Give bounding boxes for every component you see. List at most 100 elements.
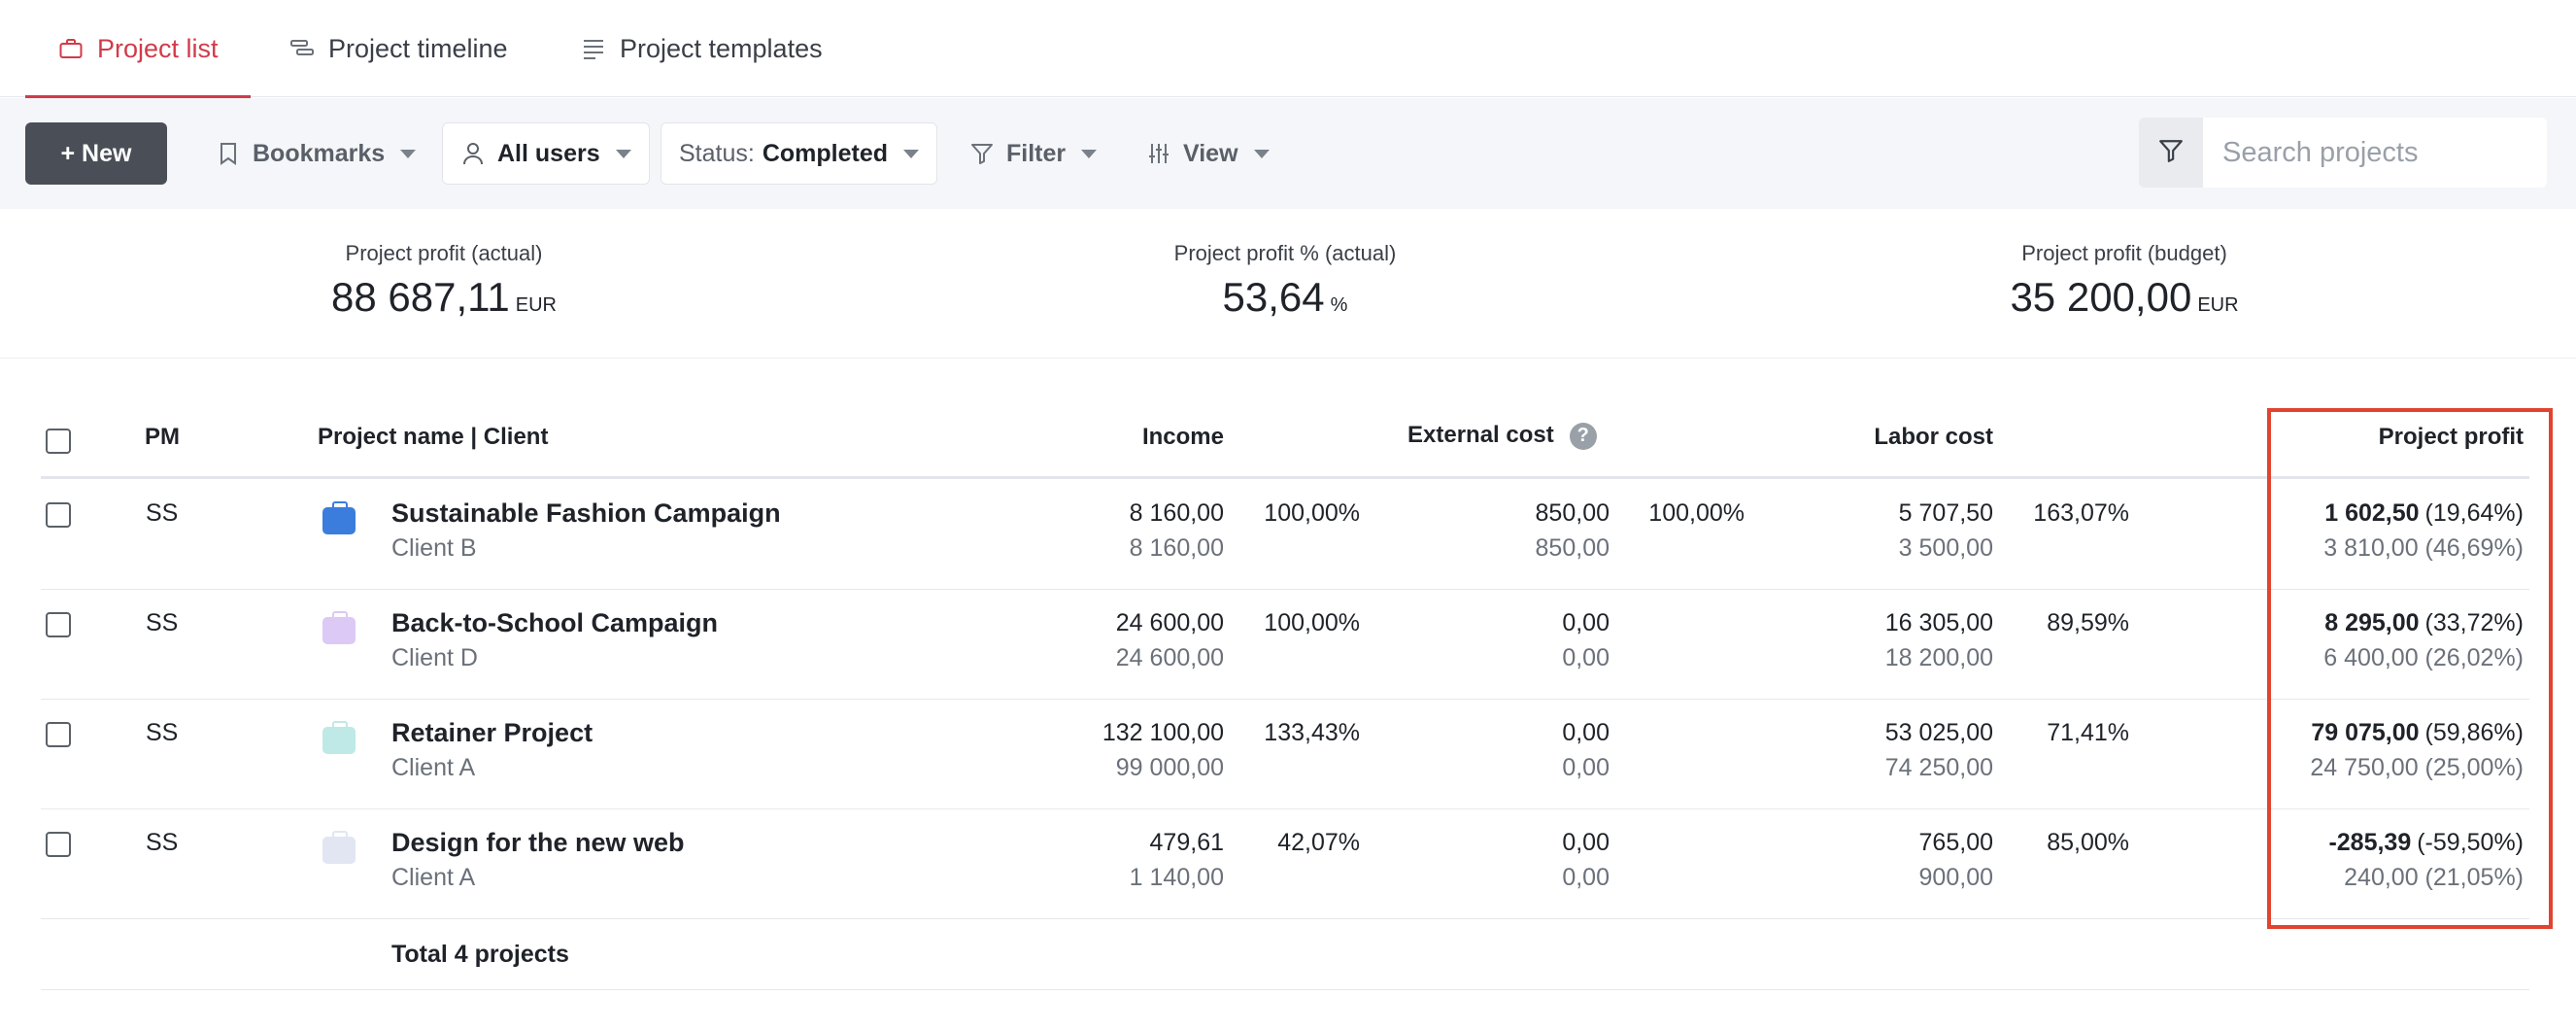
row-checkbox[interactable]: [46, 722, 71, 747]
profit-actual: 1 602,50 (19,64%): [2184, 499, 2524, 528]
search-input[interactable]: [2203, 118, 2547, 188]
bookmarks-label: Bookmarks: [253, 139, 386, 167]
status-value: Completed: [762, 139, 889, 167]
row-checkbox[interactable]: [46, 612, 71, 637]
project-color-icon: [322, 831, 356, 864]
external-cost-budget: 850,00: [1535, 534, 1610, 562]
row-divider: [41, 589, 2529, 590]
project-name-link[interactable]: Design for the new web: [391, 828, 685, 857]
view-dropdown[interactable]: View: [1146, 122, 1270, 185]
tab-label: Project timeline: [328, 33, 508, 63]
column-header-external-cost[interactable]: External cost?: [1407, 422, 1597, 450]
labor-cost-budget: 3 500,00: [1898, 534, 1993, 562]
client-name: Client A: [391, 754, 476, 781]
profit-value: -285,39: [2328, 829, 2412, 856]
income-percent: 42,07%: [1277, 829, 1360, 856]
view-label: View: [1183, 139, 1238, 167]
kpi-value-wrap: 88 687,11 EUR: [201, 274, 687, 321]
chevron-down-icon: [1253, 149, 1270, 158]
chevron-down-icon: [400, 149, 417, 158]
kpi-value-wrap: 53,64%: [1042, 274, 1528, 321]
project-name-link[interactable]: Retainer Project: [391, 718, 593, 747]
user-icon: [460, 141, 486, 166]
kpi-profit-percent: Project profit % (actual) 53,64%: [1042, 241, 1528, 321]
kpi-unit: %: [1330, 294, 1348, 316]
tab-project-templates[interactable]: Project templates: [581, 0, 823, 97]
income-actual: 479,61: [1149, 829, 1224, 856]
kpi-profit-actual: Project profit (actual) 88 687,11 EUR: [201, 241, 687, 321]
labor-cost-actual: 765,00: [1918, 829, 1993, 856]
chevron-down-icon: [615, 149, 631, 158]
tab-label: Project templates: [620, 33, 823, 63]
kpi-label: Project profit (budget): [2021, 241, 2227, 265]
labor-cost-actual: 53 025,00: [1884, 719, 1993, 746]
project-name-link[interactable]: Sustainable Fashion Campaign: [391, 498, 781, 528]
briefcase-icon: [58, 36, 84, 61]
sliders-icon: [1146, 141, 1171, 166]
table-total: Total 4 projects: [391, 941, 569, 968]
row-divider: [41, 808, 2529, 809]
tab-project-timeline[interactable]: Project timeline: [289, 0, 508, 97]
highlight-box: [2267, 408, 2553, 929]
income-percent: 133,43%: [1264, 719, 1360, 746]
status-dropdown[interactable]: Status: Completed: [661, 122, 938, 185]
income-budget: 8 160,00: [1129, 534, 1224, 562]
income-percent: 100,00%: [1264, 609, 1360, 636]
chevron-down-icon: [1081, 149, 1098, 158]
column-header-labor-cost[interactable]: Labor cost: [1874, 424, 1993, 450]
profit-value: 1 602,50: [2324, 499, 2420, 527]
users-label: All users: [497, 139, 600, 167]
income-actual: 132 100,00: [1102, 719, 1224, 746]
tab-bar: Project list Project timeline Project te…: [0, 0, 2576, 98]
chevron-down-icon: [903, 149, 920, 158]
tab-project-list[interactable]: Project list: [25, 0, 251, 98]
kpi-unit: EUR: [515, 294, 557, 316]
income-budget: 24 600,00: [1115, 644, 1224, 671]
client-name: Client A: [391, 864, 476, 891]
header-label: External cost: [1407, 422, 1554, 448]
row-checkbox[interactable]: [46, 502, 71, 528]
new-button[interactable]: + New: [25, 122, 167, 185]
divider: [0, 358, 2576, 359]
help-icon[interactable]: ?: [1569, 422, 1597, 450]
labor-cost-actual: 16 305,00: [1884, 609, 1993, 636]
kpi-label: Project profit (actual): [345, 241, 543, 265]
external-cost-percent: 100,00%: [1648, 499, 1745, 527]
labor-cost-percent: 89,59%: [2047, 609, 2129, 636]
income-budget: 1 140,00: [1129, 864, 1224, 891]
profit-value: 79 075,00: [2311, 719, 2420, 746]
profit-budget: 24 750,00 (25,00%): [2310, 754, 2524, 781]
row-checkbox[interactable]: [46, 832, 71, 857]
row-pm: SS: [146, 719, 179, 746]
search-filter-button[interactable]: [2139, 118, 2203, 188]
column-header-name[interactable]: Project name | Client: [318, 424, 549, 450]
row-pm: SS: [146, 499, 179, 527]
project-color-icon: [322, 721, 356, 754]
profit-percent: (19,64%): [2424, 499, 2524, 527]
timeline-icon: [289, 36, 315, 61]
external-cost-budget: 0,00: [1562, 864, 1610, 891]
row-pm: SS: [146, 609, 179, 636]
users-dropdown[interactable]: All users: [442, 122, 650, 185]
filter-label: Filter: [1006, 139, 1067, 167]
bookmarks-dropdown[interactable]: Bookmarks: [216, 122, 417, 185]
select-all-checkbox[interactable]: [46, 429, 71, 454]
column-header-project-profit[interactable]: Project profit: [2378, 424, 2524, 450]
tab-label: Project list: [97, 33, 219, 63]
column-header-income[interactable]: Income: [1141, 424, 1224, 450]
profit-actual: 8 295,00 (33,72%): [2184, 609, 2524, 637]
labor-cost-budget: 900,00: [1918, 864, 1993, 891]
kpi-label: Project profit % (actual): [1173, 241, 1397, 265]
row-divider: [41, 989, 2529, 990]
project-name-link[interactable]: Back-to-School Campaign: [391, 608, 719, 637]
column-header-pm[interactable]: PM: [145, 424, 180, 450]
external-cost-budget: 0,00: [1562, 644, 1610, 671]
kpi-value-wrap: 35 200,00 EUR: [1881, 274, 2367, 321]
income-actual: 24 600,00: [1115, 609, 1224, 636]
external-cost-actual: 850,00: [1535, 499, 1610, 527]
profit-percent: (33,72%): [2424, 609, 2524, 636]
client-name: Client B: [391, 534, 477, 562]
external-cost-actual: 0,00: [1562, 609, 1610, 636]
income-percent: 100,00%: [1264, 499, 1360, 527]
filter-dropdown[interactable]: Filter: [969, 122, 1098, 185]
